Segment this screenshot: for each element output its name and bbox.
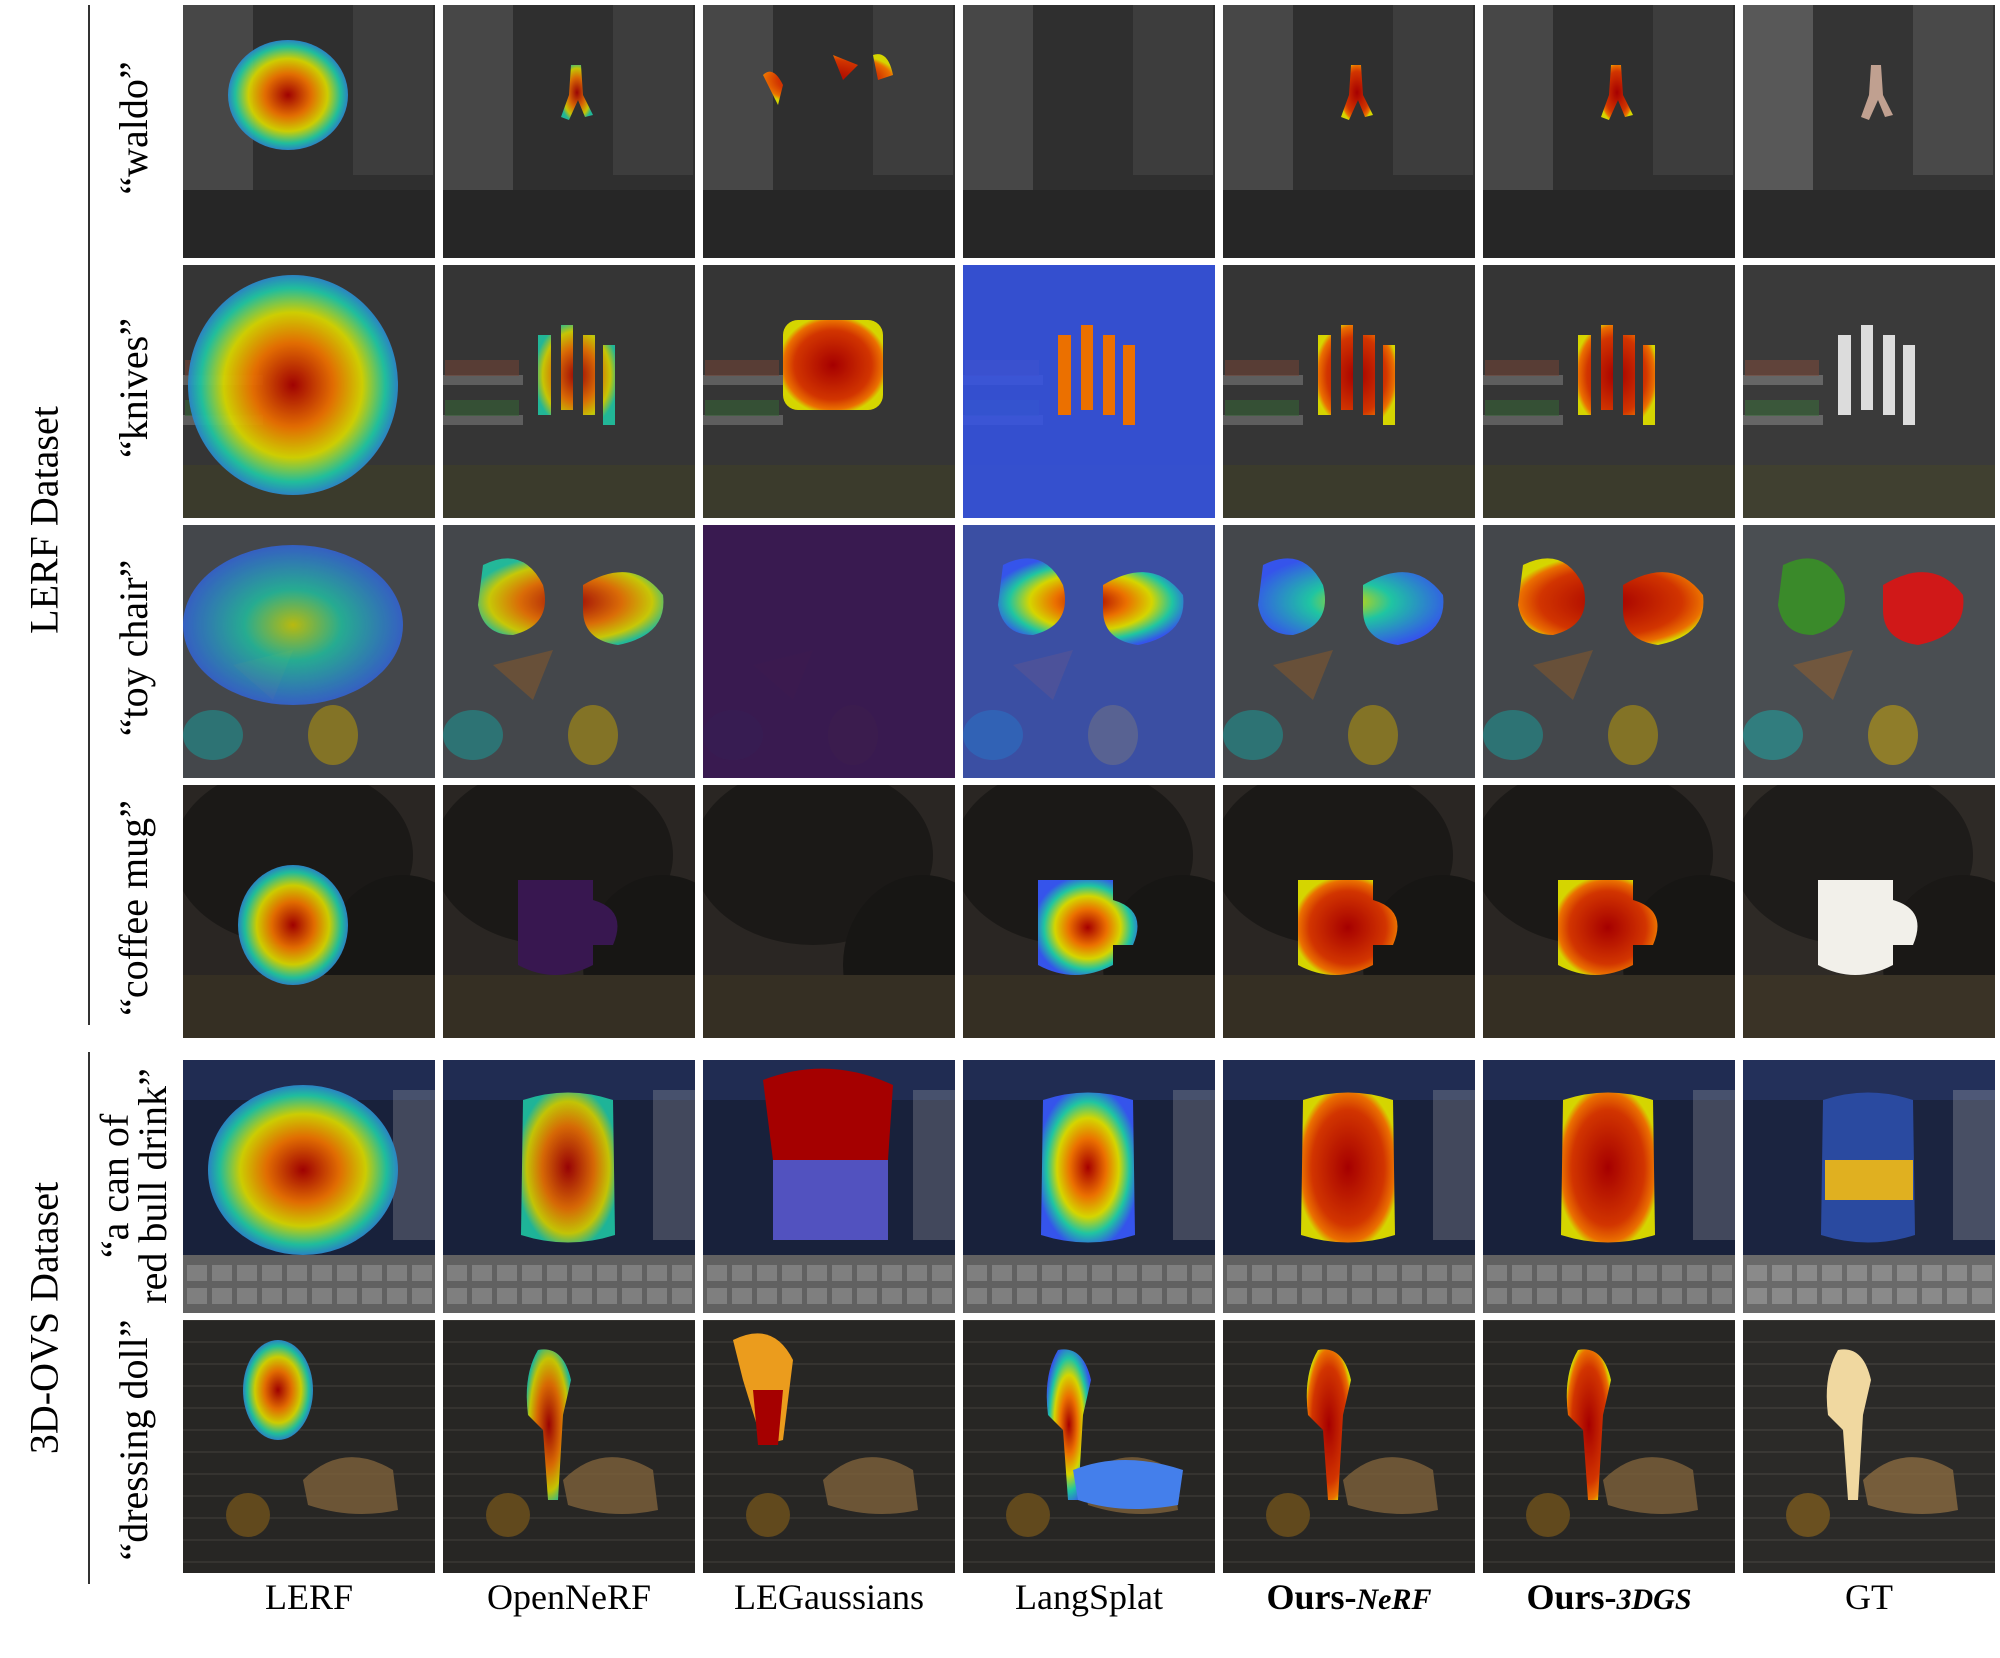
result-image-table-ours-3dgs xyxy=(1483,525,1735,778)
result-image-table-lerf xyxy=(183,525,435,778)
result-image-books-ours-nerf xyxy=(1223,5,1475,258)
result-image-sofa-gt xyxy=(1743,785,1995,1038)
result-image-floor-gt xyxy=(1743,1320,1995,1573)
col-label-ours-3dgs: Ours-3DGS xyxy=(1483,1576,1735,1618)
result-image-books-opennerf xyxy=(443,5,695,258)
result-image-table-opennerf xyxy=(443,525,695,778)
result-image-kitchen-ours-3dgs xyxy=(1483,265,1735,518)
col-label-ours-nerf-italic: NeRF xyxy=(1357,1583,1432,1616)
row-label-knives: “knives” xyxy=(115,318,153,458)
result-image-desk-langsplat xyxy=(963,1060,1215,1313)
row-label-red-bull: “a can of red bull drink” xyxy=(96,1068,172,1304)
result-image-sofa-lerf xyxy=(183,785,435,1038)
result-image-desk-gt xyxy=(1743,1060,1995,1313)
dataset-separator-3dovs xyxy=(88,1052,90,1584)
col-label-legaussians: LEGaussians xyxy=(703,1576,955,1618)
result-image-sofa-opennerf xyxy=(443,785,695,1038)
result-image-floor-ours-nerf xyxy=(1223,1320,1475,1573)
result-image-kitchen-gt xyxy=(1743,265,1995,518)
row-label-coffee-mug: “coffee mug” xyxy=(115,800,153,1016)
result-image-kitchen-langsplat xyxy=(963,265,1215,518)
col-label-langsplat: LangSplat xyxy=(963,1576,1215,1618)
col-label-opennerf: OpenNeRF xyxy=(443,1576,695,1618)
result-image-books-langsplat xyxy=(963,5,1215,258)
result-image-sofa-langsplat xyxy=(963,785,1215,1038)
result-image-kitchen-opennerf xyxy=(443,265,695,518)
result-image-desk-ours-3dgs xyxy=(1483,1060,1735,1313)
result-image-kitchen-legaussians xyxy=(703,265,955,518)
result-image-floor-opennerf xyxy=(443,1320,695,1573)
result-image-floor-legaussians xyxy=(703,1320,955,1573)
result-image-table-gt xyxy=(1743,525,1995,778)
col-label-ours-nerf-bold: Ours- xyxy=(1267,1577,1357,1617)
col-label-ours-3dgs-bold: Ours- xyxy=(1526,1577,1616,1617)
result-image-sofa-ours-nerf xyxy=(1223,785,1475,1038)
result-image-sofa-legaussians xyxy=(703,785,955,1038)
dataset-separator-lerf xyxy=(88,5,90,1025)
result-image-books-ours-3dgs xyxy=(1483,5,1735,258)
row-label-toy-chair: “toy chair” xyxy=(115,560,153,737)
result-image-table-ours-nerf xyxy=(1223,525,1475,778)
result-image-desk-lerf xyxy=(183,1060,435,1313)
result-image-desk-opennerf xyxy=(443,1060,695,1313)
result-image-kitchen-lerf xyxy=(183,265,435,518)
dataset-label-3dovs: 3D-OVS Dataset xyxy=(21,1182,68,1454)
col-label-ours-3dgs-italic: 3DGS xyxy=(1616,1583,1691,1616)
result-image-desk-legaussians xyxy=(703,1060,955,1313)
col-label-gt: GT xyxy=(1743,1576,1995,1618)
result-image-table-langsplat xyxy=(963,525,1215,778)
row-label-red-bull-line2: red bull drink” xyxy=(130,1068,175,1304)
result-image-books-legaussians xyxy=(703,5,955,258)
result-image-table-legaussians xyxy=(703,525,955,778)
result-image-floor-lerf xyxy=(183,1320,435,1573)
result-image-floor-ours-3dgs xyxy=(1483,1320,1735,1573)
row-label-waldo: “waldo” xyxy=(115,61,153,194)
result-image-books-gt xyxy=(1743,5,1995,258)
col-label-ours-nerf: Ours-NeRF xyxy=(1223,1576,1475,1618)
result-image-floor-langsplat xyxy=(963,1320,1215,1573)
dataset-label-lerf: LERF Dataset xyxy=(21,406,68,634)
result-image-desk-ours-nerf xyxy=(1223,1060,1475,1313)
result-image-kitchen-ours-nerf xyxy=(1223,265,1475,518)
col-label-lerf: LERF xyxy=(183,1576,435,1618)
result-image-books-lerf xyxy=(183,5,435,258)
result-image-sofa-ours-3dgs xyxy=(1483,785,1735,1038)
row-label-dressing-doll: “dressing doll” xyxy=(115,1319,153,1560)
